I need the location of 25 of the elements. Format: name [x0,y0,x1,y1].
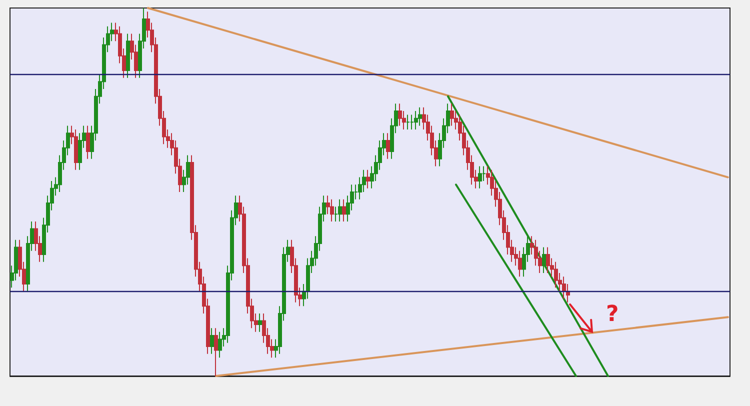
candlestick [398,103,402,126]
candlestick [518,250,522,278]
annotation: ? [606,302,619,327]
candlestick [342,198,346,222]
candlestick [554,261,558,288]
candlestick [414,110,418,130]
candlestick [86,125,90,160]
candlestick [562,276,566,300]
candlestick [126,33,130,78]
candlestick [258,312,262,332]
candlestick [214,328,218,376]
candlestick [418,106,422,126]
candlestick [338,198,342,222]
candlestick [218,331,222,358]
candlestick [406,114,410,130]
candlestick [210,328,214,354]
candlestick [546,246,550,274]
candlestick [74,128,78,170]
candlestick [410,114,414,130]
candlestick [450,103,454,126]
candlestick [386,132,390,160]
candlestick [542,246,546,274]
candlestick [478,166,482,189]
candlestick [330,198,334,222]
candlestick [366,169,370,189]
